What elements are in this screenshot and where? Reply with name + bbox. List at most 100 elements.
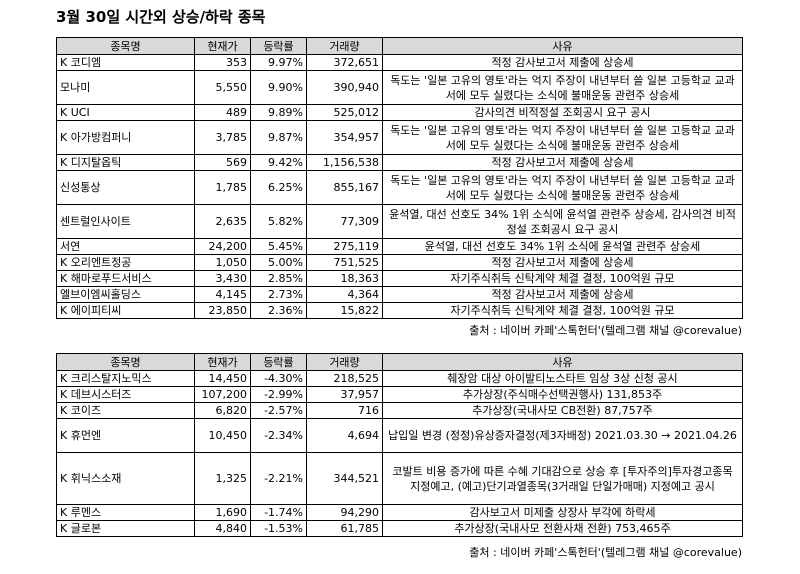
table-row: K 휘닉스소재 1,325 -2.21% 344,521 코발트 비용 증가에 따른 수… bbox=[56, 452, 743, 505]
stock-name-cell: K 데브시스터즈 bbox=[56, 386, 195, 403]
reason-cell: 코발트 비용 증가에 따른 수혜 기대감으로 상승 후 [투자주의]투자경고종목… bbox=[382, 452, 743, 505]
stock-name-cell: 신성통상 bbox=[56, 170, 195, 205]
column-header: 현재가 bbox=[194, 353, 251, 371]
volume-cell: 218,525 bbox=[306, 370, 383, 387]
stock-name-cell: K 크리스탈지노믹스 bbox=[56, 370, 195, 387]
stock-name-cell: K 휴먼엔 bbox=[56, 418, 195, 453]
change-cell: 2.85% bbox=[250, 270, 307, 287]
volume-cell: 18,363 bbox=[306, 270, 383, 287]
stock-name-cell: K 에이피티씨 bbox=[56, 302, 195, 319]
price-cell: 489 bbox=[194, 104, 251, 121]
table-row: K 루멘스 1,690 -1.74% 94,290 감사보고서 미제출 상장사 부각에 … bbox=[56, 504, 743, 521]
table-row: 서연 24,200 5.45% 275,119 윤석열, 대선 선호도 34% 1위 소… bbox=[56, 238, 743, 255]
reason-cell: 독도는 '일본 고유의 영토'라는 억지 주장이 내년부터 쓸 일본 고등학교 … bbox=[382, 170, 743, 205]
change-cell: 5.45% bbox=[250, 238, 307, 255]
change-cell: -1.74% bbox=[250, 504, 307, 521]
table-row: K 오리엔트정공 1,050 5.00% 751,525 적정 감사보고서 제출에 상승… bbox=[56, 254, 743, 271]
source-note: 출처 : 네이버 카페'스톡헌터'(텔레그램 채널 @corevalue) bbox=[469, 546, 742, 559]
reason-cell: 적정 감사보고서 제출에 상승세 bbox=[382, 254, 743, 271]
price-cell: 24,200 bbox=[194, 238, 251, 255]
table-row: 신성통상 1,785 6.25% 855,167 독도는 '일본 고유의 영토'라는 억… bbox=[56, 170, 743, 205]
reason-cell: 감사보고서 미제출 상장사 부각에 하락세 bbox=[382, 504, 743, 521]
page-title: 3월 30일 시간외 상승/하락 종목 bbox=[56, 8, 266, 26]
column-header: 등락률 bbox=[250, 353, 307, 371]
reason-cell: 독도는 '일본 고유의 영토'라는 억지 주장이 내년부터 쓸 일본 고등학교 … bbox=[382, 120, 743, 155]
reason-cell: 자기주식취득 신탁계약 체결 결정, 100억원 규모 bbox=[382, 302, 743, 319]
reason-cell: 적정 감사보고서 제출에 상승세 bbox=[382, 54, 743, 71]
table-row: K 휴먼엔 10,450 -2.34% 4,694 납입일 변경 (정정)유상증자결정(… bbox=[56, 418, 743, 453]
table-row: K 에이피티씨 23,850 2.36% 15,822 자기주식취득 신탁계약 체결 결… bbox=[56, 302, 743, 319]
stock-name-cell: 모나미 bbox=[56, 70, 195, 105]
reason-cell: 췌장암 대상 아이발티노스타트 임상 3상 신청 공시 bbox=[382, 370, 743, 387]
change-cell: -2.21% bbox=[250, 452, 307, 505]
volume-cell: 77,309 bbox=[306, 204, 383, 239]
table-row: K UCI 489 9.89% 525,012 감사의견 비적정설 조회공시 요구 공시 bbox=[56, 104, 743, 121]
volume-cell: 855,167 bbox=[306, 170, 383, 205]
price-cell: 353 bbox=[194, 54, 251, 71]
stock-name-cell: K 코디엠 bbox=[56, 54, 195, 71]
table-header-row: 종목명 현재가 등락률 거래량 사유 bbox=[56, 37, 743, 55]
volume-cell: 390,940 bbox=[306, 70, 383, 105]
change-cell: -2.34% bbox=[250, 418, 307, 453]
table-row: K 코이즈 6,820 -2.57% 716 추가상장(국내사모 CB전환) 87,75… bbox=[56, 402, 743, 419]
price-cell: 1,690 bbox=[194, 504, 251, 521]
volume-cell: 275,119 bbox=[306, 238, 383, 255]
table-row: K 코디엠 353 9.97% 372,651 적정 감사보고서 제출에 상승세 bbox=[56, 54, 743, 71]
table-row: K 디지탈옵틱 569 9.42% 1,156,538 적정 감사보고서 제출에 상승세 bbox=[56, 154, 743, 171]
volume-cell: 61,785 bbox=[306, 520, 383, 537]
reason-cell: 윤석열, 대선 선호도 34% 1위 소식에 윤석열 관련주 상승세, 감사의견… bbox=[382, 204, 743, 239]
volume-cell: 4,364 bbox=[306, 286, 383, 303]
stock-name-cell: 센트럴인사이트 bbox=[56, 204, 195, 239]
volume-cell: 1,156,538 bbox=[306, 154, 383, 171]
change-cell: 9.87% bbox=[250, 120, 307, 155]
price-cell: 2,635 bbox=[194, 204, 251, 239]
stock-name-cell: K 오리엔트정공 bbox=[56, 254, 195, 271]
stock-name-cell: K 글로본 bbox=[56, 520, 195, 537]
column-header: 종목명 bbox=[56, 353, 195, 371]
reason-cell: 적정 감사보고서 제출에 상승세 bbox=[382, 154, 743, 171]
column-header: 거래량 bbox=[306, 37, 383, 55]
table-header-row: 종목명 현재가 등락률 거래량 사유 bbox=[56, 353, 743, 371]
price-cell: 6,820 bbox=[194, 402, 251, 419]
change-cell: 2.36% bbox=[250, 302, 307, 319]
stock-name-cell: K 아가방컴퍼니 bbox=[56, 120, 195, 155]
change-cell: 5.82% bbox=[250, 204, 307, 239]
change-cell: 9.42% bbox=[250, 154, 307, 171]
price-cell: 107,200 bbox=[194, 386, 251, 403]
column-header: 사유 bbox=[382, 353, 743, 371]
volume-cell: 4,694 bbox=[306, 418, 383, 453]
falling-body: K 크리스탈지노믹스 14,450 -4.30% 218,525 췌장암 대상 아이발티… bbox=[56, 370, 743, 537]
stock-name-cell: 서연 bbox=[56, 238, 195, 255]
reason-cell: 납입일 변경 (정정)유상증자결정(제3자배정) 2021.03.30 → 20… bbox=[382, 418, 743, 453]
stock-name-cell: K 루멘스 bbox=[56, 504, 195, 521]
change-cell: 9.97% bbox=[250, 54, 307, 71]
price-cell: 5,550 bbox=[194, 70, 251, 105]
stock-name-cell: K 휘닉스소재 bbox=[56, 452, 195, 505]
table-row: K 크리스탈지노믹스 14,450 -4.30% 218,525 췌장암 대상 아이발티… bbox=[56, 370, 743, 387]
column-header: 거래량 bbox=[306, 353, 383, 371]
rising-body: K 코디엠 353 9.97% 372,651 적정 감사보고서 제출에 상승세 모나미 5… bbox=[56, 54, 743, 319]
rising-stocks-table: 종목명 현재가 등락률 거래량 사유 K 코디엠 353 9.97% 372,651 적정 감사… bbox=[56, 37, 743, 319]
table-row: 센트럴인사이트 2,635 5.82% 77,309 윤석열, 대선 선호도 34% 1… bbox=[56, 204, 743, 239]
price-cell: 14,450 bbox=[194, 370, 251, 387]
volume-cell: 15,822 bbox=[306, 302, 383, 319]
reason-cell: 추가상장(국내사모 CB전환) 87,757주 bbox=[382, 402, 743, 419]
volume-cell: 716 bbox=[306, 402, 383, 419]
volume-cell: 354,957 bbox=[306, 120, 383, 155]
price-cell: 1,785 bbox=[194, 170, 251, 205]
stock-name-cell: 엘브이엠씨홀딩스 bbox=[56, 286, 195, 303]
price-cell: 4,145 bbox=[194, 286, 251, 303]
reason-cell: 추가상장(주식매수선택권행사) 131,853주 bbox=[382, 386, 743, 403]
volume-cell: 525,012 bbox=[306, 104, 383, 121]
table-row: 모나미 5,550 9.90% 390,940 독도는 '일본 고유의 영토'라는 억지… bbox=[56, 70, 743, 105]
price-cell: 1,325 bbox=[194, 452, 251, 505]
price-cell: 10,450 bbox=[194, 418, 251, 453]
reason-cell: 윤석열, 대선 선호도 34% 1위 소식에 윤석열 관련주 상승세 bbox=[382, 238, 743, 255]
price-cell: 1,050 bbox=[194, 254, 251, 271]
volume-cell: 344,521 bbox=[306, 452, 383, 505]
change-cell: -4.30% bbox=[250, 370, 307, 387]
column-header: 사유 bbox=[382, 37, 743, 55]
change-cell: 2.73% bbox=[250, 286, 307, 303]
change-cell: -2.57% bbox=[250, 402, 307, 419]
price-cell: 3,430 bbox=[194, 270, 251, 287]
